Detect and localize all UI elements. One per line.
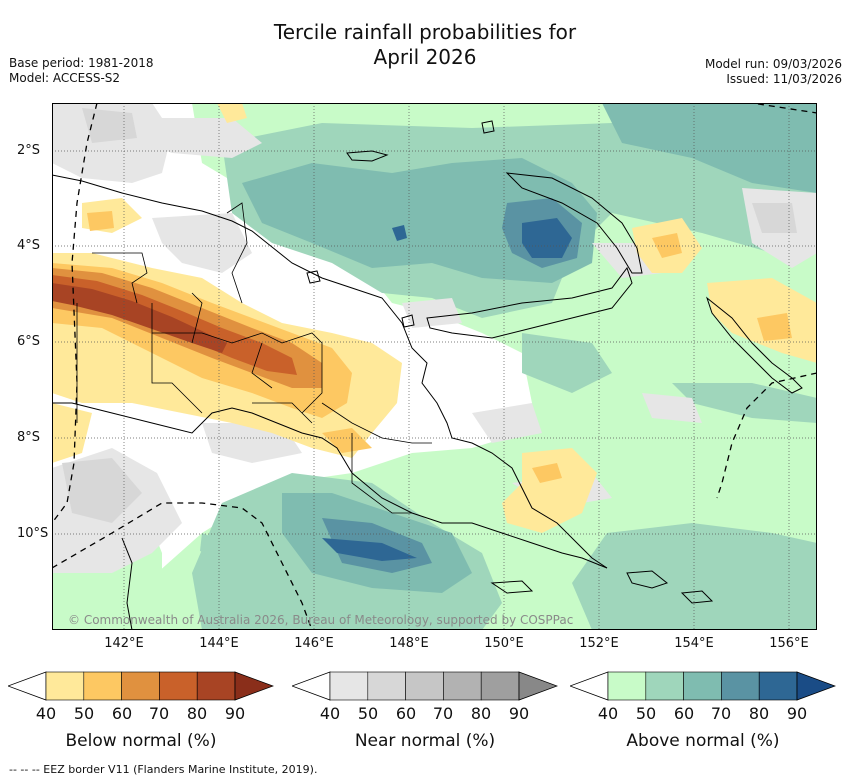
cb-below-tick: 90: [224, 704, 246, 723]
colorbar-segment: [721, 671, 760, 701]
cb-below-tick: 80: [186, 704, 208, 723]
cb-below-tick: 40: [35, 704, 57, 723]
province-borders: [76, 202, 432, 514]
rainfall-map: [52, 103, 817, 630]
eez-borders: [52, 103, 817, 630]
cb-above-tick: 70: [710, 704, 732, 723]
issued-date: Issued: 11/03/2026: [726, 72, 842, 86]
colorbar-below-normal: [8, 671, 274, 701]
colorbar-near-normal: [292, 671, 558, 701]
title-line-2: April 2026: [373, 45, 477, 69]
colorbar-segment: [83, 671, 122, 701]
chart-title: Tercile rainfall probabilities for April…: [0, 20, 850, 70]
coastlines: [52, 120, 803, 630]
above-normal-90-region: [322, 218, 572, 561]
lat-label-10s: 10°S: [17, 526, 49, 541]
lon-label-152: 152°E: [579, 636, 619, 651]
colorbar-arrow-high: [518, 671, 558, 701]
colorbar-segment: [758, 671, 798, 701]
cb-below-tick: 70: [148, 704, 170, 723]
colorbar-above-ticks: 40 50 60 70 80 90: [570, 704, 836, 726]
colorbar-arrow-high: [234, 671, 274, 701]
colorbar-below-ticks: 40 50 60 70 80 90: [8, 704, 274, 726]
colorbar-segment: [645, 671, 684, 701]
colorbar-segment: [443, 671, 482, 701]
colorbar-segment: [121, 671, 160, 701]
lat-label-6s: 6°S: [17, 334, 41, 349]
cb-near-tick: 80: [470, 704, 492, 723]
cb-above-tick: 90: [786, 704, 808, 723]
model-name: Model: ACCESS-S2: [9, 71, 121, 85]
meta-left: Base period: 1981-2018 Model: ACCESS-S2: [9, 56, 154, 86]
colorbar-near-ticks: 40 50 60 70 80 90: [292, 704, 558, 726]
copyright-notice: © Commonwealth of Australia 2026, Bureau…: [68, 613, 574, 627]
colorbar-segment: [607, 671, 647, 701]
lon-label-154: 154°E: [674, 636, 714, 651]
colorbar-segment: [159, 671, 198, 701]
colorbar-arrow-low: [570, 671, 609, 701]
cb-above-tick: 40: [597, 704, 619, 723]
colorbar-above-normal: [570, 671, 836, 701]
colorbar-segment: [367, 671, 406, 701]
colorbar-arrow-low: [292, 671, 331, 701]
colorbar-segment: [196, 671, 236, 701]
meta-right: Model run: 09/03/2026 Issued: 11/03/2026: [705, 57, 842, 87]
graticule: [52, 103, 817, 630]
lat-label-4s: 4°S: [17, 238, 41, 253]
colorbar-arrow-low: [8, 671, 47, 701]
colorbar-arrow-high: [796, 671, 836, 701]
lon-label-144: 144°E: [199, 636, 239, 651]
cb-above-tick: 50: [635, 704, 657, 723]
cb-above-tick: 80: [748, 704, 770, 723]
colorbar-segment: [405, 671, 444, 701]
map-frame: [52, 103, 817, 630]
colorbar-above-label: Above normal (%): [626, 731, 780, 751]
cb-near-tick: 70: [432, 704, 454, 723]
lon-label-146: 146°E: [294, 636, 334, 651]
cb-near-tick: 60: [395, 704, 417, 723]
cb-near-tick: 40: [319, 704, 341, 723]
lat-label-8s: 8°S: [17, 430, 41, 445]
cb-near-tick: 50: [357, 704, 379, 723]
lon-label-142: 142°E: [104, 636, 144, 651]
model-run: Model run: 09/03/2026: [704, 57, 842, 71]
cb-above-tick: 60: [673, 704, 695, 723]
lon-label-148: 148°E: [389, 636, 429, 651]
below-normal-90-region: [52, 283, 227, 353]
near-normal-60-regions: [62, 108, 797, 523]
lon-label-156: 156°E: [769, 636, 809, 651]
colorbar-segment: [45, 671, 85, 701]
colorbar-segment: [329, 671, 369, 701]
lat-label-2s: 2°S: [17, 143, 41, 158]
base-period: Base period: 1981-2018: [9, 56, 154, 70]
cb-near-tick: 90: [508, 704, 530, 723]
lon-label-150: 150°E: [484, 636, 524, 651]
colorbar-segment: [683, 671, 722, 701]
colorbar-near-label: Near normal (%): [354, 731, 496, 751]
colorbar-segment: [480, 671, 520, 701]
colorbar-below-label: Below normal (%): [65, 731, 217, 751]
eez-footnote: -- -- -- EEZ border V11 (Flanders Marine…: [9, 763, 318, 776]
cb-below-tick: 60: [111, 704, 133, 723]
title-line-1: Tercile rainfall probabilities for: [273, 20, 577, 44]
cb-below-tick: 50: [73, 704, 95, 723]
